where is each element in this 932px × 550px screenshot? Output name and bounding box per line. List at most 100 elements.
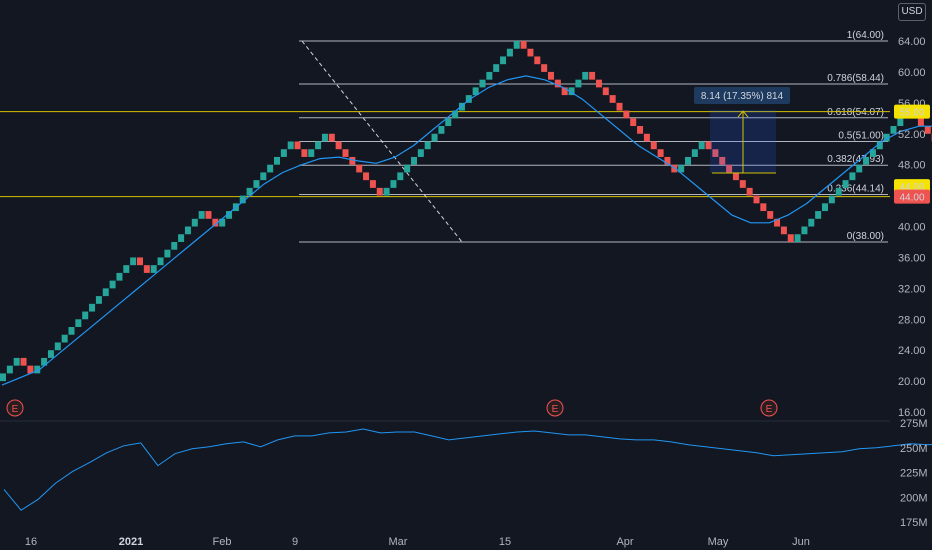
renko-brick: [691, 149, 698, 157]
renko-brick: [541, 64, 548, 72]
renko-brick: [89, 303, 96, 312]
measure-arrow-head: [737, 110, 749, 118]
renko-brick: [842, 180, 849, 188]
renko-brick: [274, 156, 280, 165]
price-axis[interactable]: 64.0060.0056.0052.0048.0040.0036.0032.00…: [898, 36, 926, 419]
price-tick-label: 28.00: [898, 314, 926, 326]
renko-brick: [760, 203, 767, 212]
price-tick-label: 64.00: [898, 36, 926, 48]
renko-brick: [226, 211, 233, 219]
renko-brick: [561, 87, 568, 96]
renko-brick: [924, 126, 931, 134]
renko-brick: [671, 164, 678, 173]
renko-brick: [568, 87, 575, 96]
price-tick-label: 40.00: [898, 222, 926, 234]
renko-brick: [212, 218, 219, 227]
renko-brick: [349, 156, 356, 165]
price-tick-label: 36.00: [898, 252, 926, 264]
lower-line-price-label-b-bg: [894, 189, 930, 204]
date-axis[interactable]: 16 2021 Feb 9 Mar 15 Apr May Jun: [25, 536, 810, 548]
renko-brick: [582, 71, 589, 80]
renko-brick: [554, 79, 561, 88]
renko-brick: [253, 180, 260, 188]
volume-axis[interactable]: 275M 250M 225M 200M 175M: [900, 418, 928, 529]
renko-brick: [513, 41, 520, 49]
renko-brick: [856, 164, 863, 173]
renko-brick: [452, 110, 459, 119]
trend-line[interactable]: [301, 40, 463, 243]
fibonacci-retracement[interactable]: 1(64.00) 0.786(58.44) 0.618(54.07) 0.5(51.0…: [299, 30, 888, 243]
renko-brick: [712, 149, 719, 157]
price-tick-label: 32.00: [898, 283, 926, 295]
horizontal-lines[interactable]: [0, 111, 890, 198]
renko-brick: [876, 141, 883, 150]
earnings-marker[interactable]: [546, 399, 564, 417]
renko-brick: [774, 218, 781, 227]
date-tick-label: Feb: [213, 536, 232, 548]
renko-brick: [602, 87, 609, 96]
renko-brick: [637, 126, 644, 134]
renko-brick: [321, 133, 328, 142]
renko-brick: [753, 195, 760, 204]
renko-brick: [438, 126, 445, 134]
renko-brick: [739, 180, 746, 188]
renko-brick: [150, 265, 157, 273]
fib-level-label: 0.786(58.44): [827, 73, 884, 84]
volume-tick-label: 275M: [900, 418, 928, 430]
fib-level-label: 0(38.00): [847, 231, 884, 242]
renko-brick: [390, 180, 397, 188]
renko-brick: [835, 187, 842, 196]
price-tick-label: 52.00: [898, 129, 926, 141]
measure-label: 8.14 (17.35%) 814: [701, 91, 784, 102]
price-tick-label: 60.00: [898, 67, 926, 79]
renko-brick: [34, 365, 41, 374]
renko-brick: [883, 133, 890, 142]
renko-brick: [472, 87, 479, 96]
renko-brick: [143, 265, 150, 273]
renko-brick: [109, 280, 116, 289]
renko-brick: [705, 141, 712, 150]
renko-brick: [0, 373, 6, 382]
date-tick-label: Apr: [616, 536, 633, 548]
renko-brick: [68, 327, 75, 335]
upper-line-price-label-bg: [894, 104, 930, 119]
renko-brick: [548, 71, 554, 80]
renko-brick: [589, 71, 596, 80]
renko-brick: [520, 41, 527, 49]
renko-brick: [219, 218, 226, 227]
renko-brick: [643, 133, 650, 142]
renko-brick: [657, 149, 664, 157]
renko-brick: [363, 172, 370, 181]
renko-brick: [116, 272, 123, 281]
earnings-marker[interactable]: [6, 399, 24, 417]
renko-brick: [61, 334, 68, 343]
renko-brick: [746, 187, 753, 196]
renko-brick: [356, 164, 363, 173]
renko-brick: [95, 296, 102, 304]
renko-brick: [650, 141, 657, 150]
renko-brick: [13, 357, 20, 366]
renko-brick: [178, 234, 185, 242]
earnings-marker[interactable]: [760, 399, 778, 417]
currency-badge[interactable]: USD: [898, 3, 926, 21]
renko-brick: [828, 195, 835, 204]
dashed-trend-line[interactable]: [301, 40, 463, 243]
volume-indicator: [3, 428, 932, 511]
renko-brick: [267, 164, 274, 173]
earnings-marker-label: E: [552, 404, 559, 415]
renko-brick: [397, 172, 404, 181]
price-range-measure[interactable]: 8.14 (17.35%) 814: [694, 87, 790, 174]
fib-level-label: 0.236(44.14): [827, 184, 884, 195]
renko-brick: [335, 141, 342, 150]
renko-brick: [431, 133, 438, 142]
renko-brick: [205, 211, 212, 219]
renko-brick: [328, 133, 335, 142]
renko-brick: [465, 95, 472, 103]
renko-brick: [732, 172, 739, 181]
renko-brick: [424, 141, 431, 150]
renko-brick: [445, 118, 452, 127]
fib-level-label: 1(64.00): [847, 30, 884, 41]
renko-brick: [184, 226, 191, 235]
